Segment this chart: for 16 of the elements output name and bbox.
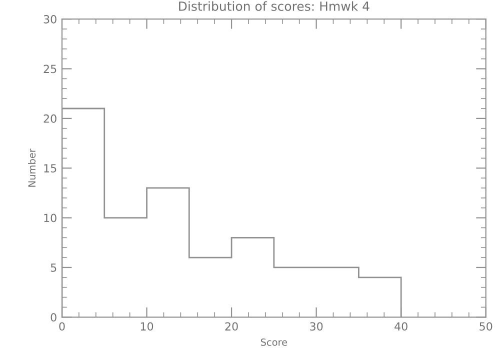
x-tick-label: 10 <box>140 322 154 331</box>
x-axis-title: Score <box>260 338 288 346</box>
x-tick-label: 0 <box>59 322 65 331</box>
y-tick-label: 20 <box>44 114 56 123</box>
x-tick-label: 40 <box>394 322 408 331</box>
chart-title: Distribution of scores: Hmwk 4 <box>179 1 370 11</box>
y-tick-label: 25 <box>44 64 56 74</box>
y-tick-label: 10 <box>44 214 56 222</box>
x-tick-label: 20 <box>225 322 238 331</box>
y-tick-label: 0 <box>50 313 56 322</box>
x-tick-label: 30 <box>310 322 323 331</box>
y-tick-label: 5 <box>50 264 56 272</box>
y-tick-label: 15 <box>44 164 56 172</box>
x-tick-label: 50 <box>480 322 492 331</box>
y-tick-label: 30 <box>44 15 56 24</box>
y-axis-title: Number <box>28 148 36 187</box>
